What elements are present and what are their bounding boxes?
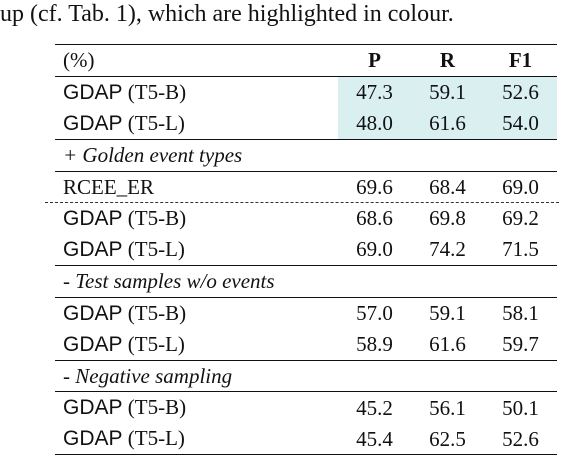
row-label: GDAP (T5-L) — [55, 423, 338, 455]
cell-precision: 45.4 — [338, 423, 411, 455]
cell-recall: 69.8 — [429, 206, 466, 231]
cell-f1: 50.1 — [484, 391, 557, 424]
table-header-row: (%) P R F1 — [55, 44, 557, 77]
section-header-row: - Negative sampling — [55, 359, 557, 392]
cell-recall: 62.5 — [411, 423, 484, 455]
row-label: GDAP (T5-B) — [55, 391, 338, 424]
table-row: GDAP (T5-L) 58.9 61.6 59.7 — [55, 329, 557, 361]
cell-f1: 69.0 — [484, 170, 557, 203]
cell-precision: 58.9 — [356, 332, 393, 357]
row-label: GDAP (T5-L) — [63, 331, 185, 356]
row-label: RCEE_ER — [55, 170, 338, 203]
cell-f1: 52.6 — [484, 423, 557, 455]
cell-recall: 61.6 — [429, 332, 466, 357]
header-recall: R — [411, 44, 484, 77]
section-title: - Test samples w/o events — [55, 264, 557, 298]
cell-f1: 69.2 — [502, 206, 539, 231]
table-row: GDAP (T5-B) 57.0 59.1 58.1 — [55, 296, 557, 329]
table-row: GDAP (T5-B) 68.6 69.8 69.2 — [45, 201, 559, 234]
table-row: GDAP (T5-L) 69.0 74.2 71.5 — [55, 234, 557, 266]
cell-f1: 59.7 — [502, 332, 539, 357]
table-row: GDAP (T5-L) 48.0 61.6 54.0 — [55, 107, 557, 140]
cell-recall: 68.4 — [411, 170, 484, 203]
table-row: RCEE_ER 69.6 68.4 69.0 — [55, 170, 557, 203]
cell-recall: 56.1 — [411, 391, 484, 424]
cell-precision: 45.2 — [338, 391, 411, 424]
cell-recall: 61.6 — [411, 107, 484, 140]
cell-precision: 69.0 — [356, 237, 393, 262]
header-f1: F1 — [484, 44, 557, 77]
row-label: GDAP (T5-B) — [55, 296, 338, 329]
row-label: GDAP (T5-L) — [63, 236, 185, 261]
cell-precision: 57.0 — [338, 296, 411, 329]
header-precision: P — [338, 44, 411, 77]
cell-precision: 48.0 — [338, 107, 411, 140]
cell-f1: 54.0 — [484, 107, 557, 140]
row-label: GDAP (T5-B) — [45, 201, 559, 234]
section-header-row: + Golden event types — [55, 138, 557, 172]
cell-precision: 69.6 — [338, 170, 411, 203]
cell-f1: 71.5 — [502, 237, 539, 262]
header-metric: (%) — [55, 44, 338, 77]
cell-recall: 59.1 — [411, 296, 484, 329]
caption-text: up (cf. Tab. 1), which are highlighted i… — [0, 0, 582, 34]
cell-precision: 47.3 — [338, 75, 411, 108]
section-title: + Golden event types — [55, 138, 557, 172]
row-label: GDAP (T5-B) — [55, 75, 338, 108]
caption-line: up (cf. Tab. 1), which are highlighted i… — [0, 1, 454, 27]
cell-recall: 74.2 — [429, 237, 466, 262]
table-row: GDAP (T5-B) 47.3 59.1 52.6 — [55, 75, 557, 108]
section-header-row: - Test samples w/o events — [55, 264, 557, 298]
table-row: GDAP (T5-L) 45.4 62.5 52.6 — [55, 423, 557, 455]
cell-precision: 68.6 — [356, 206, 393, 231]
row-label: GDAP (T5-L) — [63, 110, 185, 135]
table-row: GDAP (T5-B) 45.2 56.1 50.1 — [55, 391, 557, 424]
cell-f1: 52.6 — [484, 75, 557, 108]
cell-recall: 59.1 — [411, 75, 484, 108]
results-table: (%) P R F1 GDAP (T5-B) 47.3 59.1 52.6 GD… — [45, 44, 559, 455]
cell-f1: 58.1 — [484, 296, 557, 329]
dashed-separator — [45, 201, 559, 203]
section-title: - Negative sampling — [55, 359, 557, 392]
